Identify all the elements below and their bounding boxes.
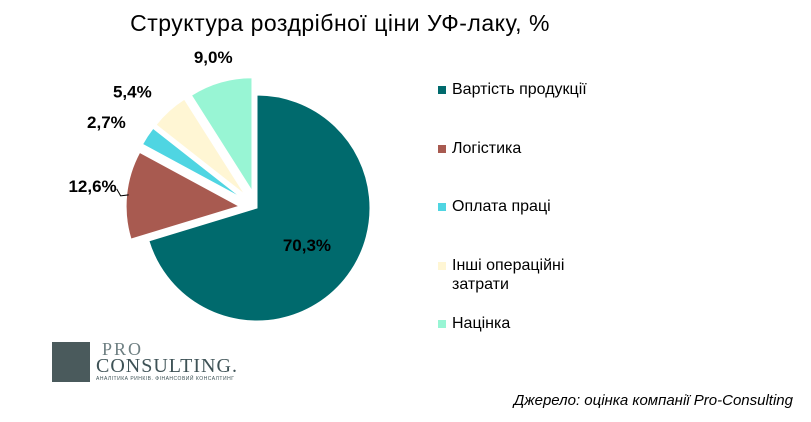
legend-label-logistics: Логістика — [452, 140, 522, 157]
data-labels: 70,3% 12,6% 2,7% 5,4% 9,0% — [68, 48, 331, 255]
chart-title: Структура роздрібної ціни УФ-лаку, % — [130, 10, 550, 36]
legend-item-labor: Оплата праці — [438, 197, 622, 216]
logo-tagline: АНАЛІТИКА РИНКІВ. ФІНАНСОВИЙ КОНСАЛТИНГ — [96, 376, 235, 382]
data-label-labor: 2,7% — [87, 113, 126, 132]
source-note: Джерело: оцінка компанії Pro-Consulting — [513, 392, 793, 409]
legend-swatch-logistics — [438, 145, 446, 153]
legend-swatch-other-operating — [438, 262, 446, 270]
data-label-product-cost: 70,3% — [283, 236, 331, 255]
legend-label-labor: Оплата праці — [452, 198, 551, 215]
data-label-other-operating: 5,4% — [113, 83, 152, 102]
legend-swatch-markup — [438, 320, 446, 328]
data-label-markup: 9,0% — [194, 48, 233, 67]
logo-pro-text: PRO — [102, 339, 144, 359]
logo-consulting-text: CONSULTING. — [96, 355, 238, 377]
legend-label-product-cost: Вартість продукції — [452, 81, 587, 98]
legend-item-product-cost: Вартість продукції — [438, 80, 622, 99]
pie-slice-markup — [190, 77, 253, 193]
pro-consulting-logo: PRO CONSULTING. АНАЛІТИКА РИНКІВ. ФІНАНС… — [52, 339, 252, 384]
pie-slice-product-cost — [148, 94, 371, 322]
legend-item-other-operating: Інші операційні затрати — [438, 256, 622, 294]
pie-slice-labor — [141, 127, 243, 199]
legend-label-other-operating: Інші операційні затрати — [452, 257, 565, 293]
legend-label-markup: Націнка — [452, 315, 511, 332]
data-label-logistics: 12,6% — [68, 177, 116, 196]
pie-slice-other-operating — [155, 98, 246, 196]
pie-slices — [125, 77, 371, 322]
leader-lines — [116, 188, 129, 197]
horse-logo-icon — [52, 342, 90, 382]
legend-swatch-product-cost — [438, 86, 446, 94]
leader-line-logistics — [116, 188, 129, 197]
legend-item-markup: Націнка — [438, 314, 622, 333]
legend-swatch-labor — [438, 203, 446, 211]
legend-item-logistics: Логістика — [438, 139, 622, 158]
